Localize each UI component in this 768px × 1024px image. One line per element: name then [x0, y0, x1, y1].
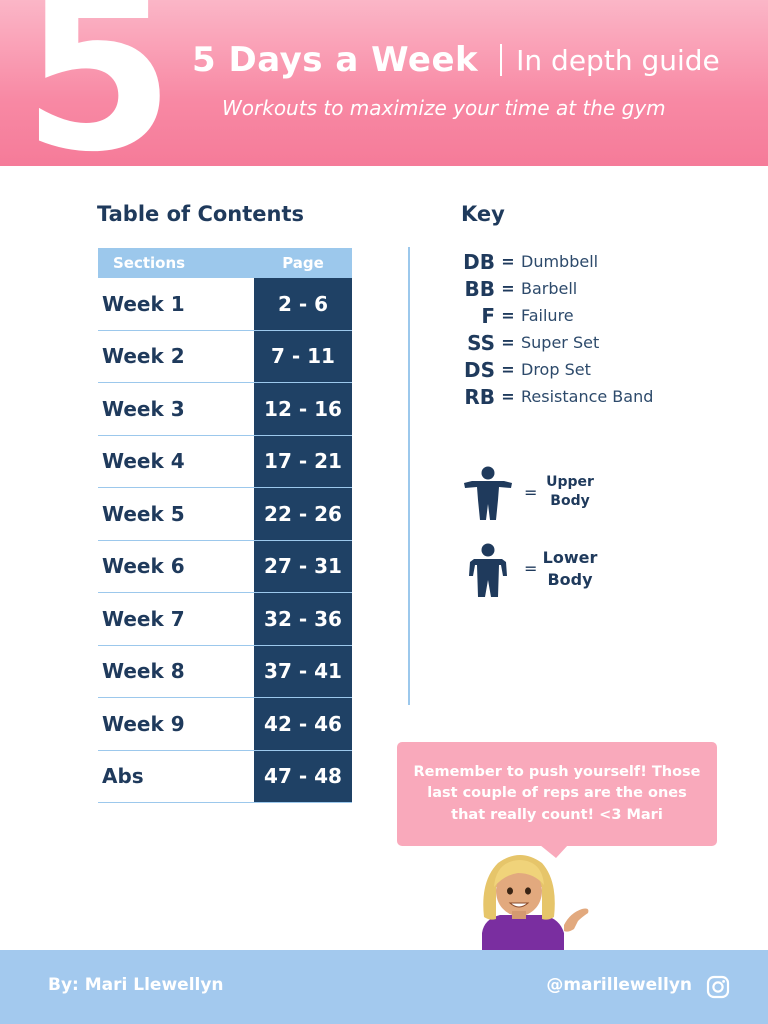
key-equals: =: [501, 360, 515, 379]
toc-header-row: Sections Page: [98, 248, 352, 278]
key-abbr: BB: [464, 276, 496, 301]
toc-pages: 7 - 11: [254, 330, 352, 382]
toc-row[interactable]: Week 7 32 - 36: [98, 593, 352, 646]
key-heading: Key: [461, 202, 505, 226]
page-subtitle: In depth guide: [516, 43, 720, 77]
key-meaning: Dumbbell: [521, 252, 599, 271]
upper-body-figure-icon: [464, 466, 512, 520]
toc-section: Week 6: [102, 554, 185, 579]
toc-pages: 22 - 26: [254, 488, 352, 540]
key-equals: =: [501, 306, 515, 325]
key-abbr: RB: [464, 384, 495, 409]
toc-section: Week 8: [102, 659, 185, 684]
key-meaning: Resistance Band: [521, 387, 654, 406]
toc-table: Sections Page Week 1 2 - 6 Week 2 7 - 11 W…: [98, 248, 352, 803]
toc-row[interactable]: Abs 47 - 48: [98, 750, 352, 803]
toc-section: Week 3: [102, 396, 185, 421]
key-meaning: Barbell: [521, 279, 578, 298]
key-equals: =: [501, 252, 515, 271]
upper-equals: =: [524, 483, 538, 502]
key-abbr: DS: [463, 357, 495, 382]
key-equals: =: [501, 387, 515, 406]
bubble-line-2: last couple of reps are the ones: [427, 785, 687, 802]
toc-section: Week 2: [102, 344, 185, 369]
toc-row[interactable]: Week 3 12 - 16: [98, 383, 352, 436]
toc-pages: 42 - 46: [254, 698, 352, 750]
toc-row[interactable]: Week 1 2 - 6: [98, 278, 352, 331]
toc-pages: 37 - 41: [254, 645, 352, 697]
lower-equals: =: [524, 559, 538, 578]
column-divider: [408, 247, 410, 705]
key-list: DB = Dumbbell BB = Barbell F = Failure SS = Supe…: [455, 248, 653, 410]
key-abbr: DB: [463, 249, 495, 274]
author-credit: By: Mari Llewellyn: [48, 975, 224, 995]
toc-col-sections: Sections: [113, 254, 186, 272]
upper-body-label: Upper Body: [535, 473, 605, 511]
toc-pages: 12 - 16: [254, 383, 352, 435]
title-separator: [500, 44, 503, 76]
toc-row[interactable]: Week 9 42 - 46: [98, 698, 352, 751]
instagram-handle[interactable]: @marillewellyn: [546, 975, 692, 995]
toc-pages: 2 - 6: [254, 278, 352, 330]
key-meaning: Super Set: [521, 333, 600, 352]
key-item: SS = Super Set: [455, 329, 653, 356]
toc-row[interactable]: Week 4 17 - 21: [98, 435, 352, 488]
upper-label-line2: Body: [550, 492, 590, 509]
key-equals: =: [501, 333, 515, 352]
key-item: F = Failure: [455, 302, 653, 329]
bubble-line-1: Remember to push yourself! Those: [413, 764, 701, 781]
upper-label-line1: Upper: [546, 474, 594, 490]
key-item: DB = Dumbbell: [455, 248, 653, 275]
lower-label-line2: Body: [547, 569, 593, 589]
key-abbr: F: [481, 303, 495, 328]
motivation-bubble: Remember to push yourself! Those last co…: [397, 742, 717, 846]
instagram-icon[interactable]: [706, 975, 730, 999]
lower-body-figure-icon: [469, 543, 507, 597]
lower-label-line1: Lower: [542, 548, 598, 567]
toc-pages: 17 - 21: [254, 435, 352, 487]
page-title: 5 Days a Week: [192, 40, 479, 80]
toc-section: Week 4: [102, 449, 185, 474]
bubble-line-3: that really count! <3 Mari: [451, 806, 663, 823]
big-number: 5: [22, 0, 175, 166]
bubble-tail: [540, 845, 568, 858]
key-meaning: Failure: [521, 306, 574, 325]
toc-pages: 47 - 48: [254, 750, 352, 802]
header-banner: 5 5 Days a Week In depth guide Workouts …: [0, 0, 768, 166]
key-abbr: SS: [467, 330, 495, 355]
key-equals: =: [501, 279, 515, 298]
toc-row[interactable]: Week 2 7 - 11: [98, 330, 352, 383]
toc-section: Week 9: [102, 711, 185, 736]
toc-pages: 27 - 31: [254, 540, 352, 592]
toc-row[interactable]: Week 8 37 - 41: [98, 645, 352, 698]
toc-section: Abs: [102, 764, 144, 789]
toc-row[interactable]: Week 5 22 - 26: [98, 488, 352, 541]
header-title: 5 Days a Week In depth guide: [192, 38, 720, 82]
toc-col-page: Page: [282, 254, 324, 272]
key-item: RB = Resistance Band: [455, 383, 653, 410]
toc-pages: 32 - 36: [254, 593, 352, 645]
tagline: Workouts to maximize your time at the gy…: [222, 96, 666, 120]
key-item: DS = Drop Set: [455, 356, 653, 383]
toc-section: Week 5: [102, 501, 185, 526]
woman-tipping-hand-emoji: [482, 855, 589, 950]
key-item: BB = Barbell: [455, 275, 653, 302]
toc-section: Week 7: [102, 606, 185, 631]
lower-body-label: Lower Body: [535, 547, 605, 590]
toc-heading: Table of Contents: [97, 202, 305, 226]
key-meaning: Drop Set: [521, 360, 591, 379]
toc-section: Week 1: [102, 291, 185, 316]
footer: By: Mari Llewellyn @marillewellyn: [0, 950, 768, 1024]
toc-row[interactable]: Week 6 27 - 31: [98, 540, 352, 593]
